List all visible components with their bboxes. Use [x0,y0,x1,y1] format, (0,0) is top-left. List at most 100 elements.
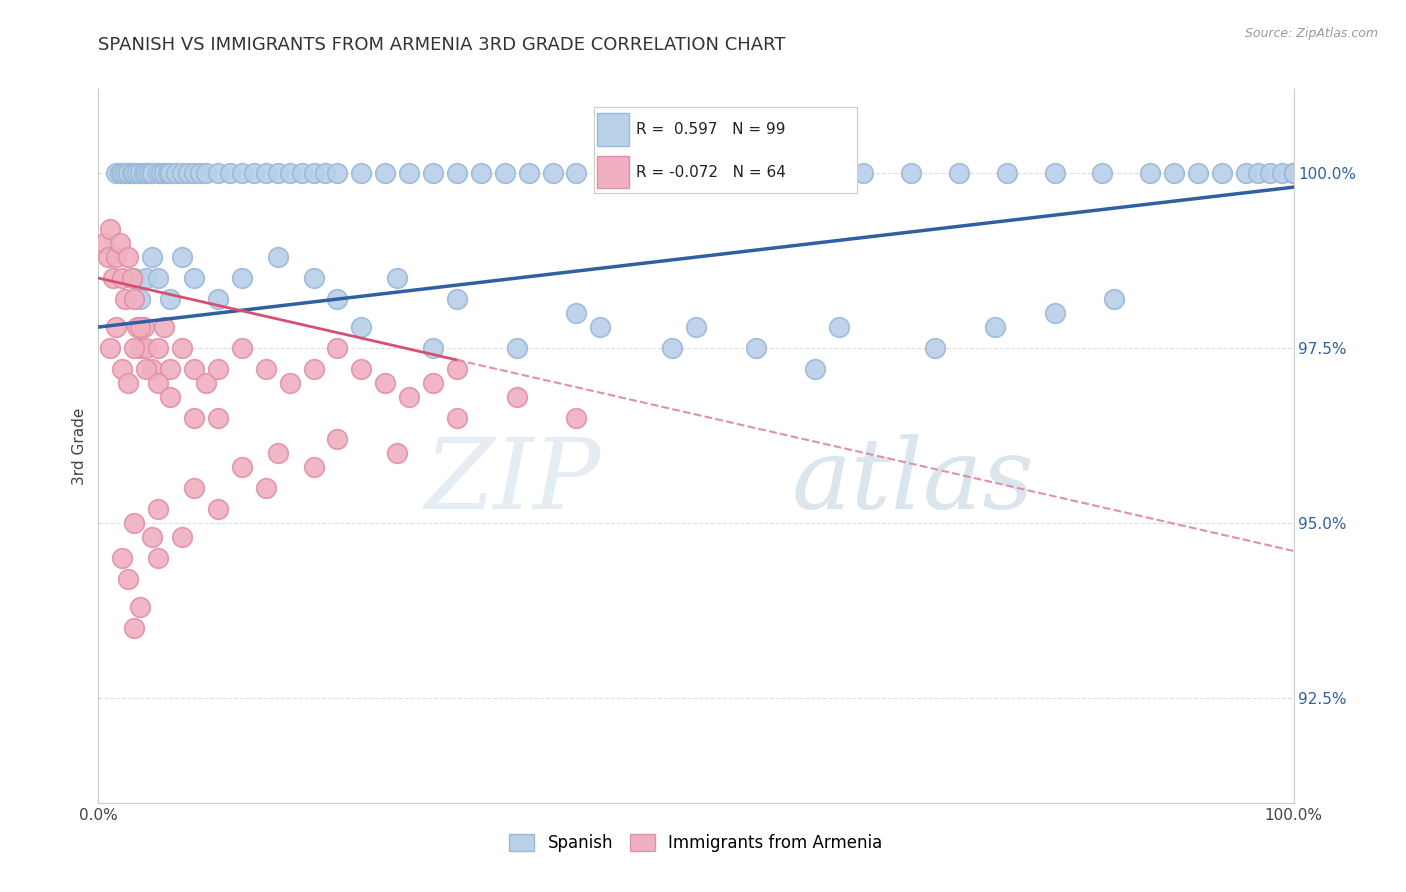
Point [589,320,612,334]
Point [207,362,229,376]
Point [446,166,468,180]
Point [446,292,468,306]
Point [125,166,148,180]
Point [132,166,155,180]
Point [177,166,200,180]
Point [231,166,253,180]
Point [315,166,337,180]
Point [148,376,170,390]
Point [108,236,131,251]
Point [326,341,349,355]
Point [153,320,176,334]
Point [398,166,420,180]
Point [422,341,444,355]
Point [149,166,172,180]
Point [124,292,146,306]
Point [207,502,229,516]
Point [129,599,152,614]
Point [98,222,122,236]
Point [148,166,170,180]
Point [121,166,143,180]
Point [517,166,540,180]
Point [924,341,946,355]
Point [114,292,136,306]
Point [105,166,128,180]
Point [385,446,409,460]
Point [231,460,253,475]
Point [1271,166,1294,180]
Point [900,166,922,180]
Point [129,320,152,334]
Point [278,376,301,390]
Point [506,390,529,404]
Point [661,341,683,355]
Y-axis label: 3rd Grade: 3rd Grade [72,408,87,484]
Point [148,550,170,565]
Point [1139,166,1161,180]
Point [852,166,875,180]
Point [172,250,194,264]
Point [188,166,211,180]
Point [165,166,187,180]
Point [326,292,349,306]
Point [101,271,124,285]
Point [374,166,396,180]
Text: Source: ZipAtlas.com: Source: ZipAtlas.com [1244,27,1378,40]
Point [278,166,301,180]
Point [1282,166,1305,180]
Point [117,250,139,264]
Point [1282,166,1305,180]
Point [756,166,779,180]
Point [153,166,176,180]
Text: atlas: atlas [792,434,1035,529]
Point [1258,166,1281,180]
Point [156,166,179,180]
Point [267,166,290,180]
Point [1187,166,1209,180]
Point [105,250,128,264]
Point [111,271,134,285]
Point [613,166,636,180]
Point [148,341,170,355]
Point [1104,292,1126,306]
Point [135,362,157,376]
Point [159,390,181,404]
Point [148,271,170,285]
Point [219,166,242,180]
Point [685,320,707,334]
Point [98,341,122,355]
Point [121,271,143,285]
Point [506,341,529,355]
Point [470,166,492,180]
Point [422,166,444,180]
Point [1282,166,1305,180]
Point [207,411,229,425]
Point [124,166,146,180]
Point [172,166,194,180]
Point [148,502,170,516]
Point [207,292,229,306]
Point [243,166,266,180]
Point [183,271,205,285]
Point [350,166,373,180]
Point [183,362,205,376]
Point [1163,166,1185,180]
Point [1043,166,1066,180]
Point [1211,166,1233,180]
Point [984,320,1007,334]
Point [350,320,373,334]
Point [291,166,314,180]
Point [709,166,731,180]
Point [124,516,146,530]
Point [97,250,120,264]
Point [172,530,194,544]
Legend: Spanish, Immigrants from Armenia: Spanish, Immigrants from Armenia [503,827,889,859]
Point [326,432,349,446]
Point [350,362,373,376]
Point [302,166,325,180]
Point [183,166,205,180]
Text: SPANISH VS IMMIGRANTS FROM ARMENIA 3RD GRADE CORRELATION CHART: SPANISH VS IMMIGRANTS FROM ARMENIA 3RD G… [98,36,786,54]
Point [231,271,253,285]
Point [111,166,134,180]
Point [141,362,163,376]
